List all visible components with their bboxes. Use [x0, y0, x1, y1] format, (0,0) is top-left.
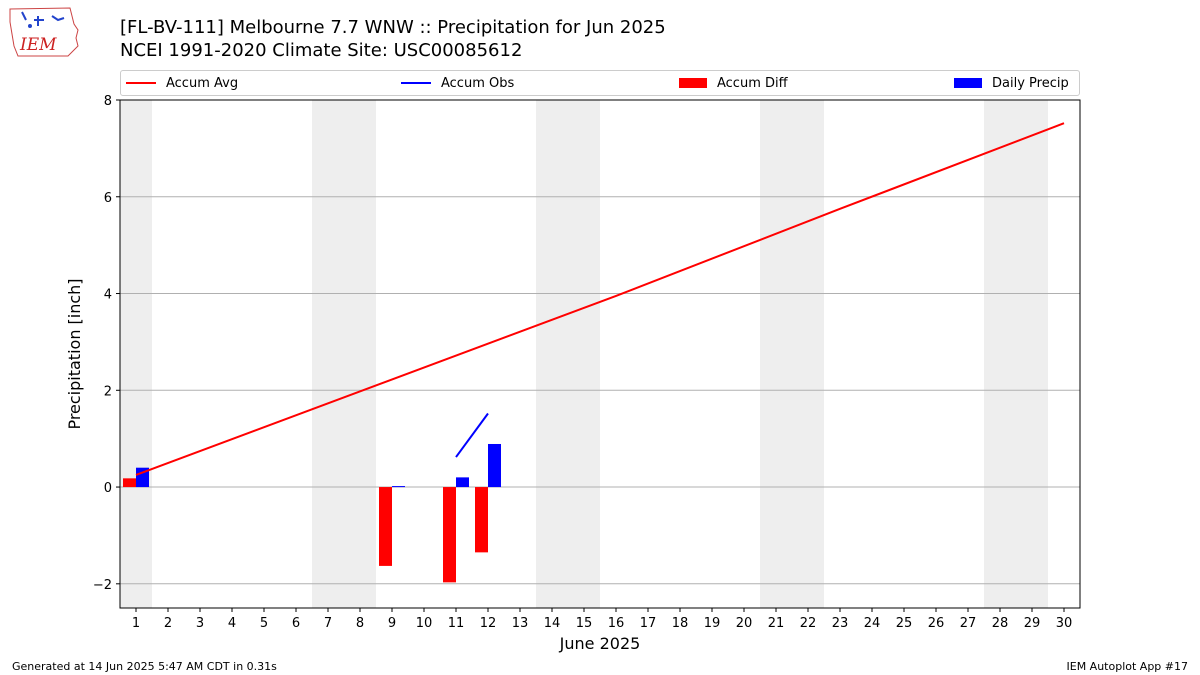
x-tick-label: 14 [544, 616, 561, 631]
daily-precip-bar [136, 467, 149, 488]
x-tick-label: 24 [864, 616, 881, 631]
x-tick-label: 17 [640, 616, 657, 631]
x-tick-label: 11 [448, 616, 465, 631]
x-tick-label: 12 [480, 616, 497, 631]
weekend-shade [792, 100, 824, 608]
chart-legend: Accum Avg Accum Obs Accum Diff Daily Pre… [120, 70, 1080, 96]
accum-diff-bar [379, 487, 392, 566]
y-tick-label: 0 [104, 481, 112, 496]
x-tick-label: 8 [356, 616, 364, 631]
x-tick-label: 27 [960, 616, 977, 631]
weekend-shade [760, 100, 792, 608]
legend-label-accum-avg: Accum Avg [166, 75, 239, 91]
accum-diff-bar [123, 478, 136, 488]
x-tick-label: 25 [896, 616, 913, 631]
y-axis-label: Precipitation [inch] [65, 278, 84, 429]
x-tick-label: 22 [800, 616, 817, 631]
weekend-shade [312, 100, 344, 608]
legend-item-accum-avg: Accum Avg [126, 71, 238, 95]
x-tick-label: 9 [388, 616, 396, 631]
x-tick-label: 1 [132, 616, 140, 631]
weekend-shade [984, 100, 1016, 608]
x-tick-label: 7 [324, 616, 332, 631]
weekend-shade [344, 100, 376, 608]
accum-diff-bar [443, 487, 456, 583]
y-tick-label: 2 [104, 384, 112, 399]
x-axis-label: June 2025 [559, 634, 641, 653]
legend-swatch-accum-avg [126, 82, 156, 84]
x-tick-label: 28 [992, 616, 1009, 631]
y-tick-label: 4 [104, 288, 112, 303]
legend-swatch-accum-diff [679, 78, 707, 88]
legend-item-accum-obs: Accum Obs [401, 71, 514, 95]
generated-footer: Generated at 14 Jun 2025 5:47 AM CDT in … [12, 660, 277, 673]
daily-precip-bar [488, 443, 501, 488]
x-tick-label: 26 [928, 616, 945, 631]
x-tick-label: 4 [228, 616, 236, 631]
legend-label-accum-obs: Accum Obs [441, 75, 515, 91]
plot-frame [119, 99, 1081, 609]
x-tick-label: 19 [704, 616, 721, 631]
weekend-shade [568, 100, 600, 608]
autoplot-footer: IEM Autoplot App #17 [1066, 660, 1189, 673]
x-tick-label: 30 [1056, 616, 1073, 631]
logo-text: IEM [19, 35, 57, 55]
x-tick-label: 3 [196, 616, 204, 631]
y-tick-label: 8 [104, 94, 112, 109]
x-tick-label: 18 [672, 616, 689, 631]
legend-item-daily-precip: Daily Precip [954, 71, 1069, 95]
chart-subtitle: NCEI 1991-2020 Climate Site: USC00085612 [120, 40, 523, 61]
x-tick-label: 16 [608, 616, 625, 631]
daily-precip-bar [456, 477, 469, 488]
x-tick-label: 10 [416, 616, 433, 631]
x-tick-label: 23 [832, 616, 849, 631]
legend-swatch-daily-precip [954, 78, 982, 88]
x-tick-label: 2 [164, 616, 172, 631]
x-tick-label: 21 [768, 616, 785, 631]
x-tick-label: 5 [260, 616, 268, 631]
x-tick-label: 13 [512, 616, 529, 631]
iem-logo: IEM [8, 6, 82, 58]
weekend-shade [536, 100, 568, 608]
chart-title: [FL-BV-111] Melbourne 7.7 WNW :: Precipi… [120, 17, 666, 38]
x-tick-label: 20 [736, 616, 753, 631]
legend-label-daily-precip: Daily Precip [992, 75, 1069, 91]
x-tick-label: 29 [1024, 616, 1041, 631]
weekend-shade [120, 100, 152, 608]
legend-item-accum-diff: Accum Diff [679, 71, 788, 95]
y-tick-label: −2 [93, 578, 112, 593]
accum-obs-line [455, 412, 489, 458]
legend-swatch-accum-obs [401, 82, 431, 84]
x-tick-label: 15 [576, 616, 593, 631]
accum-diff-bar [475, 487, 488, 553]
accum-avg-line [135, 122, 1065, 476]
x-tick-label: 6 [292, 616, 300, 631]
weekend-shade [1016, 100, 1048, 608]
y-tick-label: 6 [104, 191, 112, 206]
daily-precip-bar [392, 486, 405, 488]
legend-label-accum-diff: Accum Diff [717, 75, 788, 91]
